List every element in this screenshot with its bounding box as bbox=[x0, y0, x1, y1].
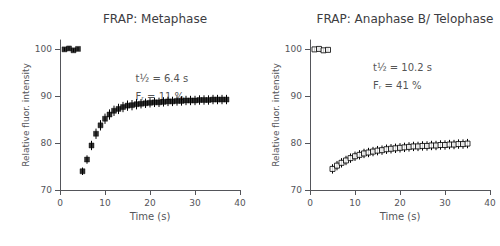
svg-text:t½ = 6.4 s: t½ = 6.4 s bbox=[136, 73, 189, 84]
svg-text:90: 90 bbox=[291, 91, 303, 101]
svg-text:10: 10 bbox=[349, 198, 361, 208]
svg-text:80: 80 bbox=[291, 138, 303, 148]
svg-text:20: 20 bbox=[144, 198, 156, 208]
svg-text:t½ = 10.2 s: t½ = 10.2 s bbox=[373, 62, 432, 73]
svg-text:FRAP: Metaphase: FRAP: Metaphase bbox=[103, 12, 207, 26]
svg-text:Fᵣ = 11 %: Fᵣ = 11 % bbox=[135, 90, 185, 102]
svg-text:Time (s): Time (s) bbox=[129, 211, 171, 222]
svg-text:70: 70 bbox=[291, 185, 303, 195]
svg-text:Relative fluor. intensity: Relative fluor. intensity bbox=[271, 63, 281, 167]
svg-text:30: 30 bbox=[189, 198, 201, 208]
svg-text:FRAP: Anaphase B/ Telophase: FRAP: Anaphase B/ Telophase bbox=[317, 12, 494, 26]
svg-text:70: 70 bbox=[41, 185, 53, 195]
svg-text:40: 40 bbox=[234, 198, 246, 208]
svg-text:90: 90 bbox=[41, 91, 53, 101]
svg-text:0: 0 bbox=[57, 198, 63, 208]
svg-text:Fᵣ = 41 %: Fᵣ = 41 % bbox=[373, 80, 421, 91]
svg-text:100: 100 bbox=[35, 44, 52, 54]
svg-text:80: 80 bbox=[41, 138, 53, 148]
svg-text:10: 10 bbox=[99, 198, 111, 208]
svg-text:Relative fluor. intensity: Relative fluor. intensity bbox=[21, 63, 31, 167]
svg-text:30: 30 bbox=[439, 198, 451, 208]
svg-text:20: 20 bbox=[394, 198, 406, 208]
svg-text:100: 100 bbox=[285, 44, 302, 54]
svg-text:0: 0 bbox=[307, 198, 313, 208]
svg-text:40: 40 bbox=[484, 198, 496, 208]
svg-text:Time (s): Time (s) bbox=[379, 211, 421, 222]
